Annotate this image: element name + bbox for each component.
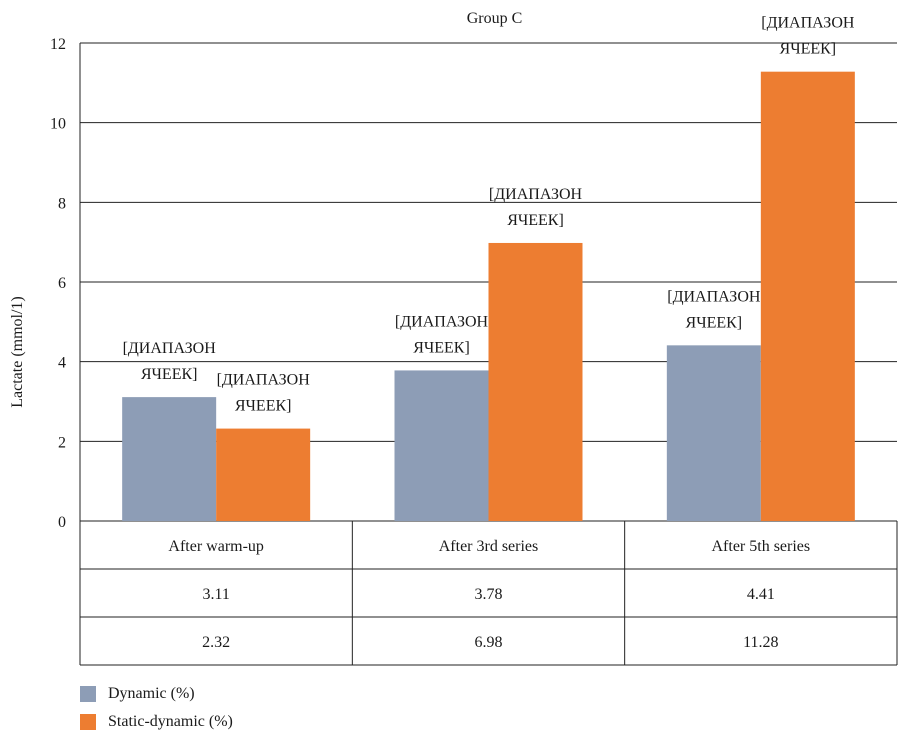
data-label: ЯЧЕЕК]: [235, 398, 292, 415]
table-value: 6.98: [475, 634, 503, 651]
bar-static-dynamic: [488, 242, 583, 522]
y-tick-label: 0: [58, 514, 66, 531]
legend-swatch-dynamic: [80, 686, 96, 702]
legend: Dynamic (%) Static-dynamic (%): [80, 680, 233, 736]
data-label: [ДИАПАЗОН: [667, 288, 761, 305]
table-value: 4.41: [747, 586, 775, 603]
legend-swatch-static-dynamic: [80, 714, 96, 730]
bar-dynamic: [394, 370, 489, 521]
y-tick-label: 2: [58, 434, 66, 451]
y-tick-label: 8: [58, 195, 66, 212]
data-label: [ДИАПАЗОН: [395, 313, 489, 330]
data-label: ЯЧЕЕК]: [686, 314, 743, 331]
y-axis-title: Lactate (mmol/1): [9, 296, 26, 408]
data-label: [ДИАПАЗОН: [123, 340, 217, 357]
chart-title: Group C: [467, 10, 523, 27]
data-label: ЯЧЕЕК]: [413, 339, 470, 356]
x-tick-label: After 5th series: [712, 538, 811, 555]
legend-label-static-dynamic: Static-dynamic (%): [108, 713, 233, 730]
bar-static-dynamic: [760, 71, 855, 522]
data-label: [ДИАПАЗОН: [761, 15, 855, 32]
table-value: 11.28: [743, 634, 778, 651]
y-tick-label: 4: [58, 355, 66, 372]
data-label: [ДИАПАЗОН: [217, 372, 311, 389]
y-tick-label: 12: [50, 36, 66, 53]
legend-item-static-dynamic: Static-dynamic (%): [80, 708, 233, 736]
data-label: ЯЧЕЕК]: [507, 212, 564, 229]
x-tick-label: After 3rd series: [439, 538, 539, 555]
y-tick-label: 6: [58, 275, 66, 292]
y-tick-label: 10: [50, 116, 66, 133]
data-label: ЯЧЕЕК]: [780, 41, 837, 58]
table-value: 3.78: [475, 586, 503, 603]
x-tick-label: After warm-up: [168, 538, 264, 555]
chart: Group C 0 2 4 6 8 10 12 Lactate (mmol/1) [ДИАПАЗО…: [9, 10, 898, 666]
legend-item-dynamic: Dynamic (%): [80, 680, 233, 708]
legend-label-dynamic: Dynamic (%): [108, 685, 195, 702]
data-label: ЯЧЕЕК]: [141, 366, 198, 383]
data-label: [ДИАПАЗОН: [489, 186, 583, 203]
bar-static-dynamic: [216, 428, 311, 521]
bar-dynamic: [666, 345, 761, 521]
table-value: 3.11: [202, 586, 229, 603]
bar-dynamic: [122, 397, 217, 521]
table-value: 2.32: [202, 634, 230, 651]
